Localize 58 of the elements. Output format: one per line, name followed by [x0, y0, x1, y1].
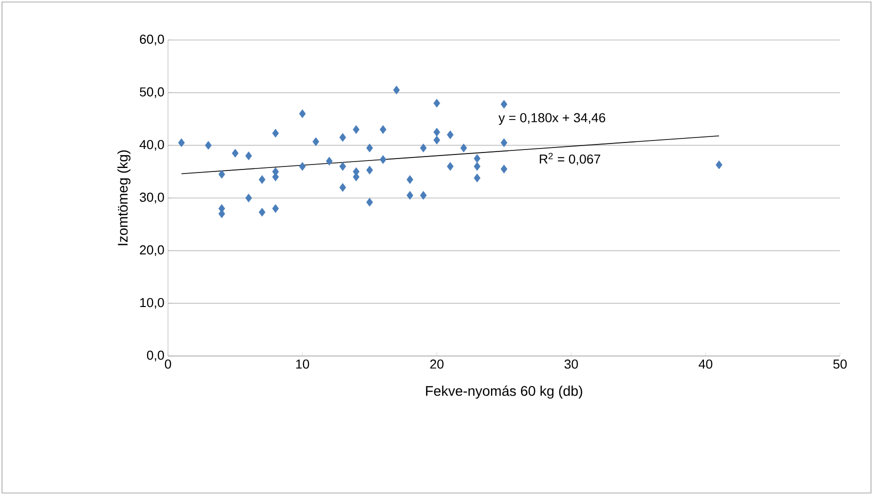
point: [433, 136, 440, 144]
point: [339, 183, 346, 192]
point: [380, 155, 386, 164]
point: [312, 137, 320, 146]
point: [500, 100, 508, 109]
point: [366, 198, 373, 207]
y-tick-label: 60,0: [140, 34, 164, 46]
point: [366, 144, 373, 152]
point: [352, 125, 360, 134]
x-tick-label: 0: [164, 360, 172, 369]
point: [204, 140, 212, 150]
x-tick-label: 10: [296, 360, 310, 369]
point: [420, 144, 427, 152]
point: [178, 138, 185, 148]
point: [716, 160, 722, 170]
point: [500, 164, 508, 174]
point: [406, 175, 414, 184]
point: [446, 130, 454, 140]
point: [366, 166, 373, 174]
point: [245, 194, 252, 202]
y-tick-label: 20,0: [140, 245, 164, 256]
point: [245, 151, 252, 160]
point: [339, 162, 346, 171]
x-tick-label: 30: [564, 360, 578, 369]
point: [433, 98, 440, 108]
x-tick-label: 20: [430, 360, 444, 369]
point: [474, 162, 480, 171]
y-tick-label: 50,0: [140, 87, 164, 98]
point: [474, 154, 480, 163]
y-tick-label: 10,0: [140, 298, 164, 309]
point: [272, 204, 279, 213]
annotation: y = 0,180x + 34,46: [498, 113, 606, 125]
point: [299, 162, 306, 171]
point: [339, 133, 346, 142]
point: [258, 208, 266, 217]
y-axis-title: Izomtömeg (kg): [117, 150, 130, 246]
point: [272, 128, 279, 138]
point: [446, 162, 454, 171]
point: [500, 138, 508, 148]
point: [380, 125, 386, 134]
y-tick-label: 40,0: [140, 140, 164, 151]
point: [474, 174, 480, 182]
annotation: R$^{2}$ = 0,067: [540, 152, 600, 166]
point: [232, 148, 239, 158]
point: [406, 190, 414, 200]
x-tick-label: 50: [833, 360, 847, 369]
point: [420, 190, 427, 200]
point: [433, 128, 440, 137]
x-axis-title: Fekve-nyomás 60 kg (db): [426, 385, 582, 399]
point: [258, 175, 266, 184]
y-tick-label: 0,0: [146, 350, 164, 362]
point: [326, 156, 333, 166]
point: [299, 109, 306, 118]
point: [218, 170, 226, 179]
point: [393, 86, 400, 94]
y-tick-label: 30,0: [140, 192, 164, 204]
x-tick-label: 40: [698, 360, 712, 369]
point: [460, 144, 468, 152]
